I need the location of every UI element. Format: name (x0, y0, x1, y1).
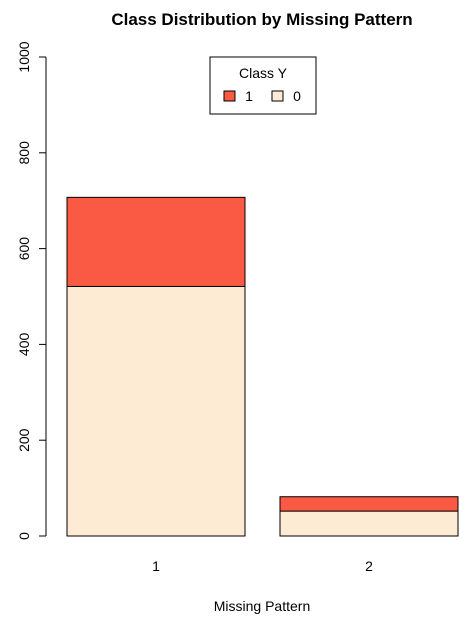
legend-swatch-0 (271, 90, 284, 102)
x-axis-label: Missing Pattern (214, 598, 310, 614)
chart-title: Class Distribution by Missing Pattern (111, 10, 412, 29)
x-tick-label: 2 (365, 558, 373, 574)
y-tick-label: 200 (16, 428, 32, 452)
bar-segment-1-class-0 (66, 285, 246, 537)
y-tick-label: 400 (16, 333, 32, 357)
bar-segment-2-class-0 (279, 510, 459, 537)
legend-label-0: 0 (293, 88, 301, 104)
legend-title: Class Y (239, 65, 288, 81)
legend-box (209, 56, 317, 115)
x-tick-label: 1 (152, 558, 160, 574)
bar-segment-1-class-1 (66, 196, 246, 287)
y-tick-label: 800 (16, 141, 32, 165)
legend-swatch-1 (223, 90, 236, 102)
bars (66, 196, 459, 537)
legend: Class Y 1 0 (209, 56, 317, 115)
y-tick-label: 0 (16, 532, 32, 540)
y-tick-label: 600 (16, 237, 32, 261)
y-tick-label: 1000 (16, 41, 32, 72)
y-axis: 0 200 400 600 800 1000 (16, 41, 47, 540)
legend-label-1: 1 (245, 88, 253, 104)
bar-segment-2-class-1 (279, 496, 459, 512)
